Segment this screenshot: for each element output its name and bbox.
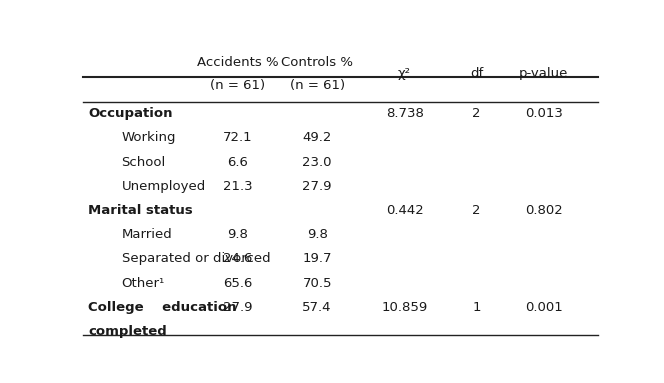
Text: Marital status: Marital status [88,204,193,217]
Text: Unemployed: Unemployed [122,180,206,193]
Text: 8.738: 8.738 [386,107,424,120]
Text: 24.6: 24.6 [222,252,252,265]
Text: 19.7: 19.7 [302,252,332,265]
Text: 10.859: 10.859 [382,301,428,314]
Text: 23.0: 23.0 [302,155,332,169]
Text: Accidents %: Accidents % [197,56,278,69]
Text: Working: Working [122,131,176,144]
Text: College    education: College education [88,301,236,314]
Text: p-value: p-value [519,67,568,80]
Text: 57.4: 57.4 [302,301,332,314]
Text: 2: 2 [472,107,481,120]
Text: (n = 61): (n = 61) [210,79,265,92]
Text: School: School [122,155,166,169]
Text: df: df [470,67,483,80]
Text: Occupation: Occupation [88,107,173,120]
Text: 0.802: 0.802 [525,204,562,217]
Text: 0.001: 0.001 [525,301,562,314]
Text: Separated or divorced: Separated or divorced [122,252,270,265]
Text: Controls %: Controls % [281,56,353,69]
Text: 0.013: 0.013 [525,107,562,120]
Text: 9.8: 9.8 [227,228,248,241]
Text: 49.2: 49.2 [303,131,332,144]
Text: 70.5: 70.5 [302,277,332,290]
Text: 9.8: 9.8 [307,228,327,241]
Text: 1: 1 [472,301,481,314]
Text: 0.442: 0.442 [386,204,424,217]
Text: completed: completed [88,325,167,338]
Text: Other¹: Other¹ [122,277,165,290]
Text: 65.6: 65.6 [222,277,252,290]
Text: 6.6: 6.6 [227,155,248,169]
Text: Married: Married [122,228,173,241]
Text: χ²: χ² [398,67,411,80]
Text: 72.1: 72.1 [222,131,252,144]
Text: (n = 61): (n = 61) [290,79,345,92]
Text: 27.9: 27.9 [222,301,252,314]
Text: 27.9: 27.9 [302,180,332,193]
Text: 2: 2 [472,204,481,217]
Text: 21.3: 21.3 [222,180,252,193]
